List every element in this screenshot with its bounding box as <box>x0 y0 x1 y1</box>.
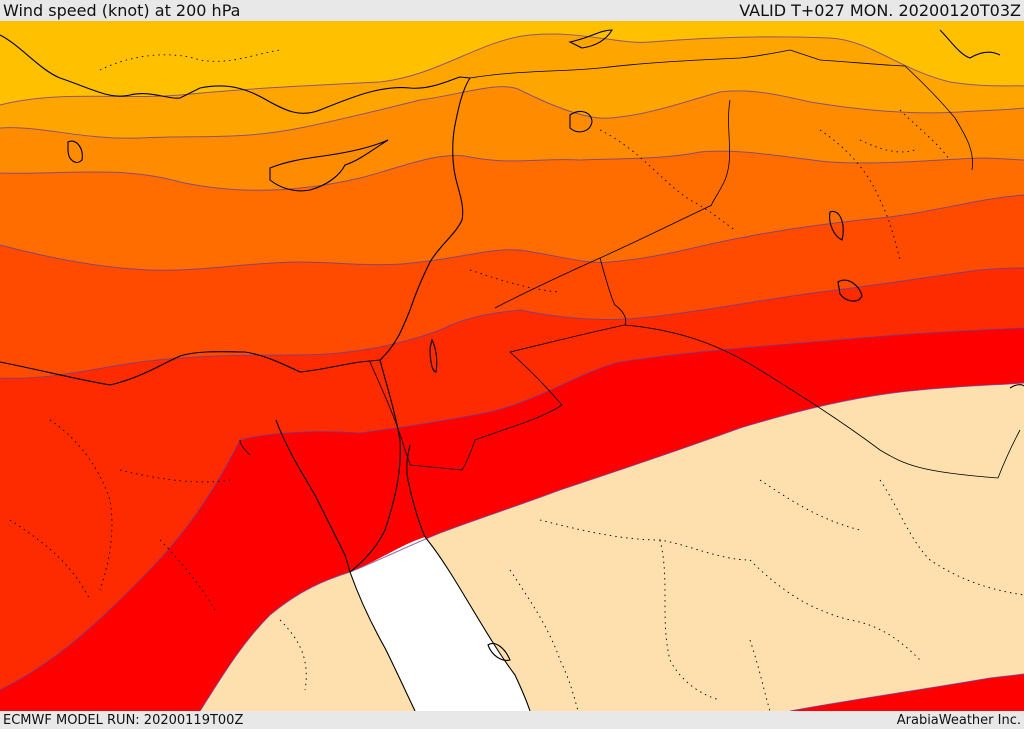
wind-band-7-south <box>790 674 1024 711</box>
admin-boundaries <box>9 49 1024 711</box>
credit: ArabiaWeather Inc. <box>896 713 1021 728</box>
wind-speed-map <box>0 21 1024 711</box>
model-run: ECMWF MODEL RUN: 20200119T00Z <box>3 713 244 728</box>
coastlines <box>0 29 1024 711</box>
footer-bar: ECMWF MODEL RUN: 20200119T00Z ArabiaWeat… <box>0 711 1024 729</box>
borders <box>239 49 1021 479</box>
header-bar: Wind speed (knot) at 200 hPa VALID T+027… <box>0 0 1024 21</box>
valid-time: VALID T+027 MON. 20200120T03Z <box>739 1 1021 20</box>
map-title: Wind speed (knot) at 200 hPa <box>3 1 241 20</box>
contour-lines <box>0 33 1024 711</box>
